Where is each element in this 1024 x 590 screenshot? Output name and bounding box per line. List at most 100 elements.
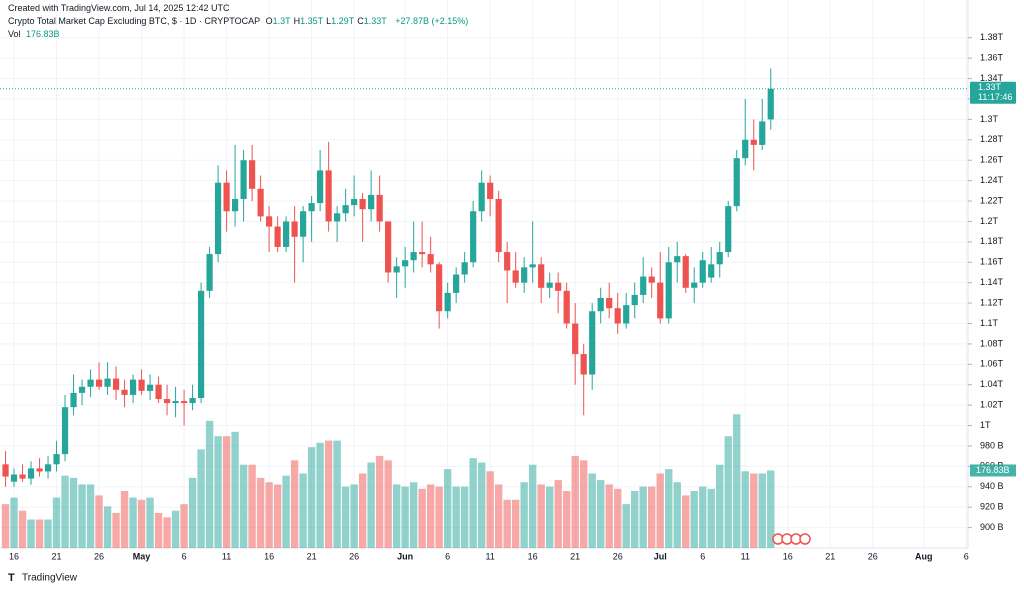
- volume-bar: [163, 517, 171, 548]
- event-marker: [799, 533, 811, 545]
- candle-body: [146, 384, 154, 391]
- candle-body: [563, 290, 570, 324]
- candle-body: [529, 264, 536, 268]
- volume-bar: [324, 440, 333, 548]
- candle-body: [716, 252, 723, 265]
- volume-bar: [214, 436, 222, 548]
- volume-bar: [588, 473, 596, 548]
- candle-body: [742, 139, 749, 159]
- x-tick-label: 26: [613, 551, 623, 561]
- candle-body: [283, 221, 290, 247]
- candle-body: [427, 254, 434, 265]
- candle-body: [104, 378, 111, 387]
- y-tick-label: 1.1T: [980, 318, 999, 328]
- y-tick-label: 920 B: [980, 502, 1004, 512]
- ohlc-value: 1.33T: [363, 16, 387, 26]
- volume-bar: [197, 449, 205, 548]
- candle-body: [750, 139, 757, 145]
- volume-bar: [648, 486, 656, 548]
- candle-body: [495, 198, 502, 253]
- volume-bar: [494, 484, 503, 548]
- volume-bar: [69, 477, 78, 548]
- candle-body: [300, 211, 307, 237]
- candle-body: [759, 121, 766, 145]
- candle-body: [70, 392, 77, 408]
- y-tick-label: 1.3T: [980, 114, 999, 124]
- candle-body: [521, 267, 528, 283]
- x-tick-label: 26: [868, 551, 878, 561]
- candle-body: [308, 203, 315, 212]
- y-tick-label: 1.08T: [980, 338, 1004, 348]
- volume-bar: [486, 471, 494, 548]
- volume-bar: [503, 499, 511, 548]
- header: Created with TradingView.com, Jul 14, 20…: [8, 2, 471, 41]
- volume-bar: [418, 488, 426, 548]
- volume-bar: [248, 464, 256, 548]
- y-tick-label: 1.04T: [980, 379, 1004, 389]
- volume-bar: [682, 495, 690, 548]
- x-tick-label: 21: [570, 551, 580, 561]
- x-tick-label: 16: [264, 551, 274, 561]
- volume-bar: [392, 484, 401, 548]
- volume-bar: [409, 482, 418, 548]
- volume-bar: [605, 484, 613, 548]
- candle-body: [197, 290, 205, 398]
- y-tick-label: 1.38T: [980, 32, 1004, 42]
- volume-bar: [741, 471, 749, 548]
- volume-bar: [78, 484, 86, 548]
- volume-bar: [614, 488, 622, 548]
- volume-bar: [316, 442, 324, 548]
- candle-body: [121, 389, 128, 395]
- candle-body: [214, 182, 222, 255]
- y-tick-label: 1.36T: [980, 53, 1004, 63]
- y-tick-label: 980 B: [980, 440, 1004, 450]
- candle-body: [87, 379, 94, 387]
- volume-bar: [273, 484, 282, 548]
- y-tick-label: 1.24T: [980, 175, 1004, 185]
- volume-bar: [460, 486, 469, 548]
- x-tick-label: May: [133, 551, 151, 561]
- candle-body: [631, 294, 638, 306]
- candle-body: [461, 262, 468, 275]
- price-label-box: [970, 81, 1016, 104]
- candle-body: [351, 198, 358, 206]
- candle-body: [223, 182, 230, 212]
- candle-body: [19, 474, 26, 479]
- volume-bar: [477, 462, 486, 548]
- y-tick-label: 1.06T: [980, 359, 1004, 369]
- volume-bar: [10, 497, 18, 548]
- volume-bar: [639, 486, 647, 548]
- logo-mark: T: [8, 572, 15, 584]
- ohlc-label: H: [293, 16, 301, 26]
- volume-bar: [511, 499, 520, 548]
- volume-bar: [673, 482, 681, 548]
- candle-body: [2, 464, 9, 477]
- candle-body: [470, 211, 477, 263]
- candle-body: [436, 264, 443, 312]
- y-tick-label: 1.16T: [980, 257, 1004, 267]
- candle-body: [189, 397, 196, 404]
- candle-body: [708, 264, 715, 278]
- volume-bar: [52, 497, 61, 548]
- volume-value: 176.83B: [26, 29, 60, 39]
- candle-body: [53, 454, 60, 465]
- volume-bar: [333, 440, 341, 548]
- x-tick-label: 16: [783, 551, 793, 561]
- candle-body: [291, 221, 298, 237]
- candle-body: [572, 323, 579, 355]
- candle-body: [555, 282, 562, 291]
- volume-bar: [154, 512, 163, 548]
- volume-bar: [282, 475, 290, 548]
- volume-bar: [171, 510, 180, 548]
- ohlc-value: 1.3T: [272, 16, 291, 26]
- candle-body: [385, 221, 392, 273]
- volume-bar: [690, 491, 698, 548]
- volume-bar: [724, 436, 732, 548]
- volume-bar: [528, 464, 537, 548]
- x-tick-label: 26: [349, 551, 359, 561]
- candle-body: [359, 198, 366, 210]
- volume-bar: [707, 488, 715, 548]
- candle-body: [623, 305, 630, 324]
- volume-bar: [716, 464, 724, 548]
- y-tick-label: 1.14T: [980, 277, 1004, 287]
